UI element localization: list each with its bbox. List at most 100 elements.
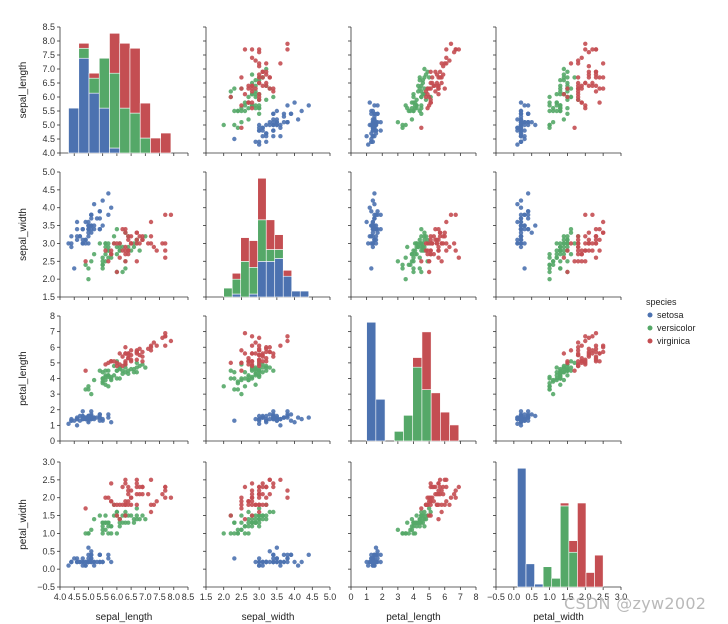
y-axis-label-sepal_width: sepal_width [18,208,29,261]
point-virginica [442,230,447,235]
point-versicolor [554,376,559,381]
point-versicolor [565,244,570,250]
point-versicolor [572,241,577,246]
point-virginica [114,363,120,369]
point-virginica [436,255,441,260]
point-versicolor [409,251,415,257]
point-setosa [253,416,258,422]
point-virginica [256,61,262,66]
x-tick-label: 5.0 [324,592,337,602]
point-versicolor [554,103,559,108]
point-versicolor [419,244,424,250]
point-setosa [306,552,311,558]
point-versicolor [235,531,241,536]
point-virginica [575,345,581,350]
point-virginica [123,248,128,253]
y-tick-label: 0.0 [42,564,55,574]
point-versicolor [246,531,251,536]
point-setosa [369,266,374,271]
point-versicolor [246,516,251,522]
point-virginica [249,55,255,60]
point-virginica [586,83,592,89]
point-setosa [253,139,258,144]
point-setosa [69,418,74,423]
point-setosa [369,209,374,214]
point-versicolor [89,527,94,533]
point-versicolor [123,509,128,515]
hist-bar-virginica [119,42,131,109]
hist-bar-setosa [291,290,301,298]
point-virginica [246,362,251,367]
point-versicolor [547,387,552,392]
point-setosa [375,111,380,117]
point-versicolor [242,370,248,375]
point-virginica [256,484,262,490]
point-setosa [97,412,103,417]
point-virginica [586,248,592,253]
point-versicolor [411,266,416,271]
point-versicolor [260,516,265,522]
point-versicolor [565,368,570,373]
point-virginica [239,75,244,80]
y-tick-label: 2.5 [42,256,55,266]
point-virginica [444,477,449,483]
point-virginica [140,237,145,243]
point-virginica [430,80,435,86]
point-virginica [120,354,125,359]
point-virginica [264,502,269,508]
point-versicolor [253,520,258,525]
point-virginica [597,226,602,232]
point-versicolor [417,237,422,243]
point-virginica [126,502,131,508]
point-virginica [260,83,265,89]
hist-bar-versicolor [421,389,432,442]
point-virginica [593,343,599,348]
legend-title: species [646,297,677,307]
point-virginica [264,495,269,500]
point-setosa [89,549,94,554]
y-axis-label-petal_width: petal_width [18,499,29,550]
point-virginica [575,259,581,264]
point-virginica [565,269,570,275]
point-setosa [515,237,520,243]
point-versicolor [260,362,265,367]
point-virginica [586,237,592,243]
point-versicolor [558,251,563,257]
point-setosa [74,559,80,565]
point-versicolor [256,520,262,525]
point-virginica [239,495,244,500]
point-setosa [518,409,524,414]
hist-bar-versicolor [139,137,151,154]
point-setosa [83,237,88,243]
point-setosa [370,198,376,203]
point-versicolor [419,513,424,518]
point-versicolor [128,513,134,518]
panel-sepal_length-vs-sepal_width [203,26,331,156]
point-virginica [134,477,139,483]
point-virginica [267,75,272,80]
point-versicolor [242,108,248,114]
point-setosa [100,198,105,203]
point-setosa [69,241,74,246]
point-virginica [600,230,606,235]
point-versicolor [131,244,137,250]
point-virginica [160,491,165,497]
x-tick-label: 7.0 [139,592,152,602]
point-versicolor [565,75,570,80]
point-virginica [579,100,584,105]
point-setosa [281,114,287,119]
point-virginica [256,80,262,86]
point-setosa [281,415,287,420]
point-versicolor [117,376,122,381]
point-setosa [522,212,527,218]
point-setosa [271,111,276,117]
point-setosa [518,226,524,232]
point-versicolor [414,241,419,246]
point-virginica [579,55,584,60]
point-virginica [565,86,570,91]
point-versicolor [232,122,237,128]
point-virginica [433,89,438,94]
point-virginica [148,477,154,483]
y-tick-label: 5 [50,358,55,368]
point-virginica [433,237,438,243]
